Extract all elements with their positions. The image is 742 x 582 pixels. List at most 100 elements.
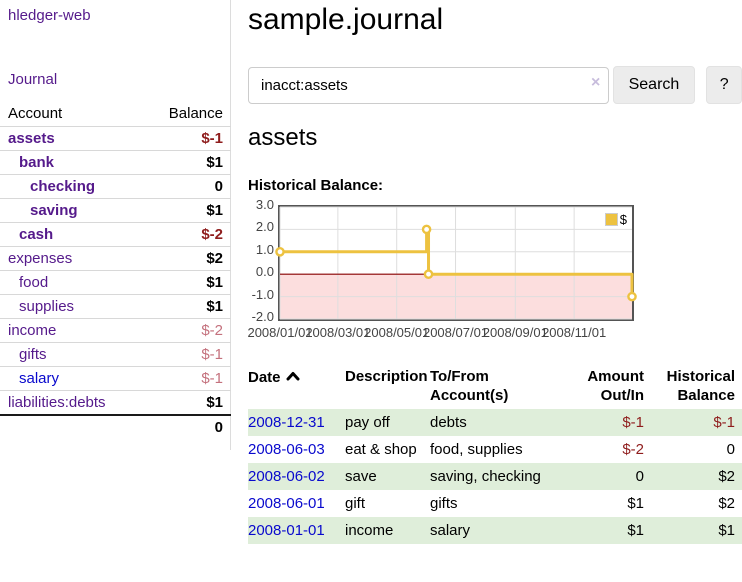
y-axis-tick: 2.0 [255, 219, 274, 235]
chart-label: Historical Balance: [248, 177, 384, 194]
main-content: sample.journal × Search ? assets Histori… [247, 0, 742, 544]
transaction-balance: $-1 [713, 414, 735, 431]
transaction-date-link[interactable]: 2008-12-31 [248, 414, 325, 431]
register-header-accounts: To/From Account(s) [430, 368, 509, 404]
search-form: × Search ? [248, 66, 742, 104]
transaction-balance: 0 [726, 441, 735, 458]
x-axis-tick: 2008/09/01 [482, 325, 548, 340]
register-row: 2008-06-01 gift gifts $1 $2 [248, 490, 742, 517]
account-heading: assets [248, 124, 318, 151]
register-row: 2008-01-01 income salary $1 $1 [248, 517, 742, 544]
y-axis-tick: 0.0 [255, 264, 274, 280]
register-row: 2008-12-31 pay off debts $-1 $-1 [248, 409, 742, 436]
x-axis-tick: 2008/07/01 [422, 325, 489, 340]
register-header-date[interactable]: Date [248, 365, 345, 409]
y-axis-tick: -1.0 [251, 286, 274, 302]
accounts-table: Account Balance assets $-1 bank $1 checking 0… [0, 102, 231, 439]
transaction-accounts: saving, checking [430, 468, 541, 485]
help-button[interactable]: ? [706, 66, 742, 104]
legend-swatch-icon [604, 213, 618, 226]
transaction-balance: $2 [718, 495, 735, 512]
y-axis-tick: -2.0 [251, 309, 274, 324]
transaction-balance: $2 [718, 468, 735, 485]
transaction-date-link[interactable]: 2008-06-03 [248, 441, 325, 458]
account-balance: $1 [138, 390, 231, 415]
account-row: saving $1 [0, 198, 231, 223]
account-balance: $1 [138, 294, 231, 319]
sidebar-account-link[interactable]: liabilities:debts [8, 394, 106, 411]
account-balance: $-1 [138, 126, 231, 151]
transaction-balance: $1 [718, 522, 735, 539]
account-row: checking 0 [0, 174, 231, 199]
spacer [0, 414, 139, 439]
register-row: 2008-06-03 eat & shop food, supplies $-2 0 [248, 436, 742, 463]
account-row: liabilities:debts $1 [0, 390, 231, 415]
account-balance: $-1 [138, 342, 231, 367]
register-header-date-label: Date [248, 369, 281, 386]
y-axis-tick: 1.0 [255, 241, 274, 257]
transaction-amount: $1 [627, 495, 644, 512]
sidebar-account-link[interactable]: checking [30, 178, 96, 195]
page-title: sample.journal [248, 3, 444, 36]
account-row: food $1 [0, 270, 231, 295]
accounts-header-balance: Balance [168, 105, 223, 122]
account-balance: $2 [138, 246, 231, 271]
account-row: income $-2 [0, 318, 231, 343]
account-balance: $1 [138, 150, 231, 175]
sidebar-account-link[interactable]: salary [19, 370, 60, 387]
sidebar-item-journal[interactable]: Journal [8, 71, 58, 88]
account-balance: $1 [138, 270, 231, 295]
transaction-accounts: salary [430, 522, 471, 539]
account-row: salary $-1 [0, 366, 231, 391]
sidebar-account-link[interactable]: gifts [19, 346, 47, 363]
sidebar-account-link[interactable]: expenses [8, 250, 73, 267]
x-axis-tick: 2008/05/01 [364, 325, 430, 340]
transaction-description: income [345, 522, 394, 539]
search-input[interactable] [248, 67, 609, 104]
transaction-accounts: debts [430, 414, 467, 431]
x-axis-tick: 2008/11/01 [542, 325, 607, 340]
account-balance: $-1 [138, 366, 231, 391]
transaction-description: pay off [345, 414, 390, 431]
transaction-amount: $-1 [622, 414, 644, 431]
sidebar-account-link[interactable]: saving [30, 202, 78, 219]
transaction-date-link[interactable]: 2008-01-01 [248, 522, 325, 539]
transaction-accounts: food, supplies [430, 441, 523, 458]
sidebar-account-link[interactable]: supplies [19, 298, 75, 315]
transaction-amount: $1 [627, 522, 644, 539]
x-axis-tick: 2008/03/01 [305, 325, 371, 340]
transaction-description: gift [345, 495, 366, 512]
sidebar-account-link[interactable]: cash [19, 226, 54, 243]
account-balance: $1 [138, 198, 231, 223]
historical-balance-chart: $ 3.0 2.0 1.0 0.0 -1.0 -2.0 2008/01/01 2008/03/… [247, 197, 742, 345]
sidebar: hledger-web Journal Account Balance asse… [0, 0, 231, 450]
x-axis-tick: 2008/01/01 [247, 325, 313, 340]
transaction-description: save [345, 468, 377, 485]
account-balance: $-2 [138, 318, 231, 343]
sidebar-account-link[interactable]: assets [8, 130, 55, 147]
account-balance: $-2 [138, 222, 231, 247]
accounts-header-account: Account [8, 105, 63, 122]
transaction-accounts: gifts [430, 495, 458, 512]
search-button[interactable]: Search [612, 66, 696, 104]
legend-label: $ [619, 212, 627, 227]
transaction-description: eat & shop [345, 441, 417, 458]
y-axis-tick: 3.0 [255, 197, 274, 212]
account-balance: 0 [138, 174, 231, 199]
sidebar-account-link[interactable]: food [19, 274, 49, 291]
account-row: bank $1 [0, 150, 231, 175]
clear-search-icon[interactable]: × [591, 74, 601, 91]
app-brand-link[interactable]: hledger-web [8, 7, 91, 24]
account-row: cash $-2 [0, 222, 231, 247]
register-header-row: Date Description To/From Account(s) Amou… [248, 365, 742, 409]
register-table-body: 2008-12-31 pay off debts $-1 $-1 2008-06-03 ea… [248, 409, 742, 544]
transaction-date-link[interactable]: 2008-06-02 [248, 468, 325, 485]
chart-canvas [275, 206, 637, 320]
sidebar-account-link[interactable]: bank [19, 154, 55, 171]
register-row: 2008-06-02 save saving, checking 0 $2 [248, 463, 742, 490]
accounts-total-balance: 0 [138, 414, 231, 439]
transaction-date-link[interactable]: 2008-06-01 [248, 495, 325, 512]
account-table-body: assets $-1 bank $1 checking 0 saving $1 cash $-2 e… [0, 126, 231, 415]
account-row: expenses $2 [0, 246, 231, 271]
sidebar-account-link[interactable]: income [8, 322, 57, 339]
